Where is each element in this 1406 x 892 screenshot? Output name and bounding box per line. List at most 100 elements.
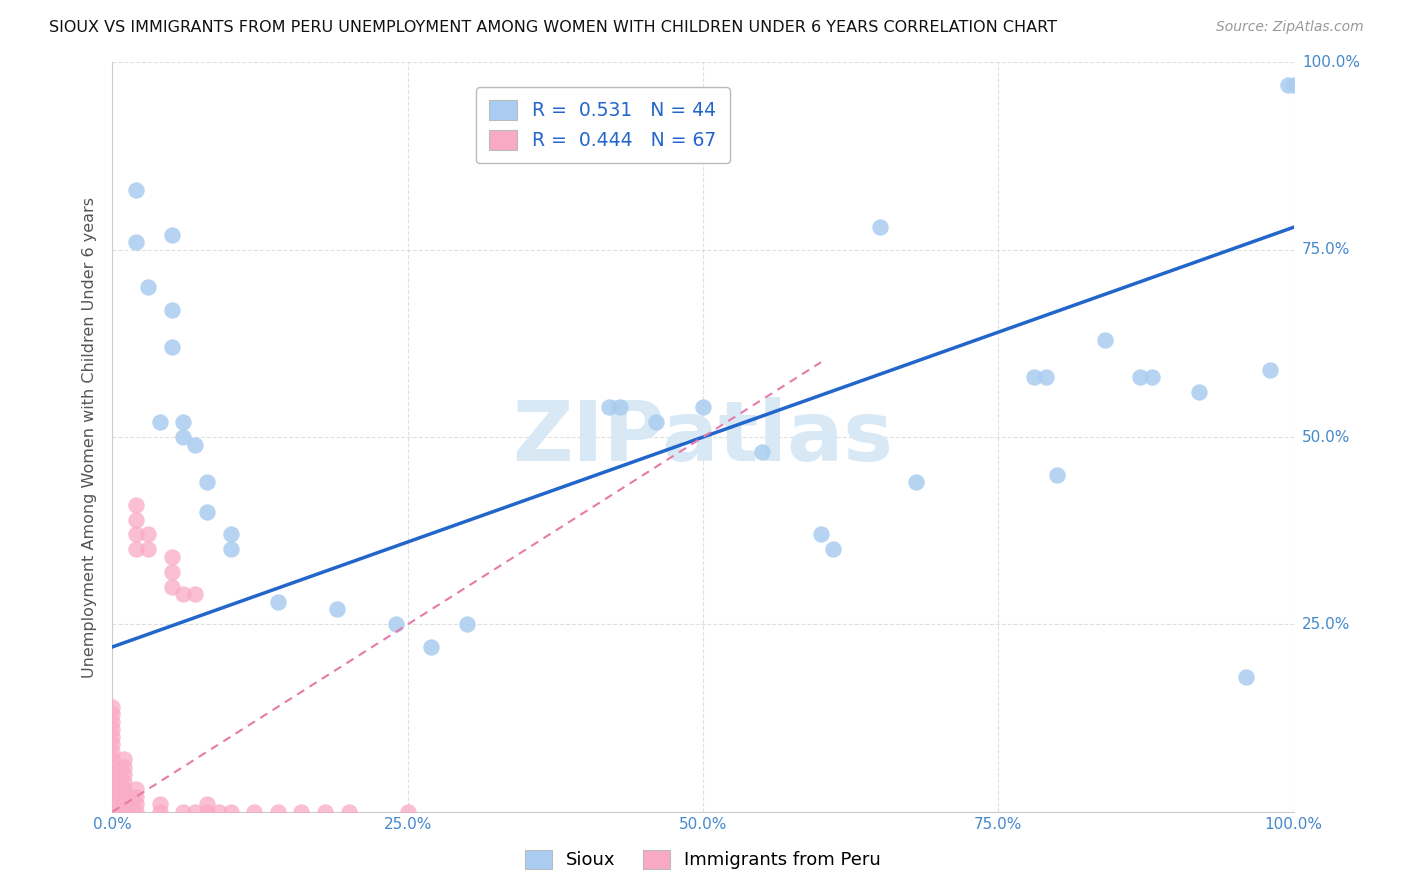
Point <box>195 475 218 489</box>
Point <box>195 797 218 812</box>
Point <box>160 565 183 579</box>
Point <box>101 797 124 812</box>
Point <box>172 805 194 819</box>
Point <box>904 475 927 489</box>
Text: ZIPatlas: ZIPatlas <box>513 397 893 477</box>
Text: 25.0%: 25.0% <box>1302 617 1350 632</box>
Point <box>125 235 148 250</box>
Point <box>326 602 349 616</box>
Point <box>172 430 194 444</box>
Point <box>125 805 148 819</box>
Point <box>267 595 290 609</box>
Point <box>184 587 207 601</box>
Legend: R =  0.531   N = 44, R =  0.444   N = 67: R = 0.531 N = 44, R = 0.444 N = 67 <box>477 87 730 163</box>
Point <box>101 767 124 781</box>
Point <box>219 542 242 557</box>
Text: 50.0%: 50.0% <box>1302 430 1350 444</box>
Point <box>101 760 124 774</box>
Point <box>112 797 135 812</box>
Point <box>219 805 242 819</box>
Point <box>290 805 312 819</box>
Point <box>1140 370 1163 384</box>
Point <box>184 805 207 819</box>
Point <box>172 415 194 429</box>
Point <box>609 400 631 414</box>
Point <box>125 542 148 557</box>
Point <box>149 797 172 812</box>
Point <box>692 400 714 414</box>
Point <box>149 415 172 429</box>
Point <box>101 782 124 797</box>
Point <box>314 805 336 819</box>
Point <box>101 745 124 759</box>
Point <box>112 789 135 804</box>
Text: 75.0%: 75.0% <box>1302 243 1350 257</box>
Point <box>1258 362 1281 376</box>
Point <box>112 805 135 819</box>
Point <box>101 737 124 751</box>
Point <box>1046 467 1069 482</box>
Point <box>337 805 360 819</box>
Text: Source: ZipAtlas.com: Source: ZipAtlas.com <box>1216 20 1364 34</box>
Point <box>101 730 124 744</box>
Point <box>136 542 159 557</box>
Point <box>396 805 419 819</box>
Point <box>598 400 620 414</box>
Point <box>1234 670 1257 684</box>
Point <box>267 805 290 819</box>
Point <box>172 587 194 601</box>
Point <box>125 782 148 797</box>
Point <box>208 805 231 819</box>
Point <box>751 445 773 459</box>
Point <box>1022 370 1045 384</box>
Point <box>149 805 172 819</box>
Point <box>125 512 148 526</box>
Point <box>385 617 408 632</box>
Point <box>456 617 478 632</box>
Point <box>1282 78 1305 92</box>
Point <box>101 723 124 737</box>
Point <box>195 805 218 819</box>
Point <box>125 527 148 541</box>
Point <box>1129 370 1152 384</box>
Point <box>101 774 124 789</box>
Point <box>112 752 135 766</box>
Point <box>136 280 159 294</box>
Point <box>1094 333 1116 347</box>
Point <box>125 797 148 812</box>
Point <box>195 505 218 519</box>
Point <box>101 699 124 714</box>
Point <box>160 227 183 242</box>
Point <box>101 707 124 722</box>
Point <box>125 183 148 197</box>
Point <box>821 542 844 557</box>
Point <box>101 752 124 766</box>
Point <box>101 789 124 804</box>
Point <box>1188 385 1211 400</box>
Point <box>160 549 183 564</box>
Point <box>644 415 666 429</box>
Point <box>112 782 135 797</box>
Point <box>112 767 135 781</box>
Legend: Sioux, Immigrants from Peru: Sioux, Immigrants from Peru <box>516 840 890 879</box>
Point <box>101 714 124 729</box>
Y-axis label: Unemployment Among Women with Children Under 6 years: Unemployment Among Women with Children U… <box>82 196 97 678</box>
Point <box>184 437 207 451</box>
Point <box>1035 370 1057 384</box>
Point <box>810 527 832 541</box>
Point <box>112 774 135 789</box>
Point <box>101 805 124 819</box>
Point <box>420 640 443 654</box>
Point <box>160 580 183 594</box>
Point <box>1277 78 1299 92</box>
Point <box>160 340 183 354</box>
Point <box>125 789 148 804</box>
Point <box>125 498 148 512</box>
Point <box>869 220 891 235</box>
Point <box>136 527 159 541</box>
Text: SIOUX VS IMMIGRANTS FROM PERU UNEMPLOYMENT AMONG WOMEN WITH CHILDREN UNDER 6 YEA: SIOUX VS IMMIGRANTS FROM PERU UNEMPLOYME… <box>49 20 1057 35</box>
Text: 100.0%: 100.0% <box>1302 55 1360 70</box>
Point <box>160 302 183 317</box>
Point <box>112 760 135 774</box>
Point <box>219 527 242 541</box>
